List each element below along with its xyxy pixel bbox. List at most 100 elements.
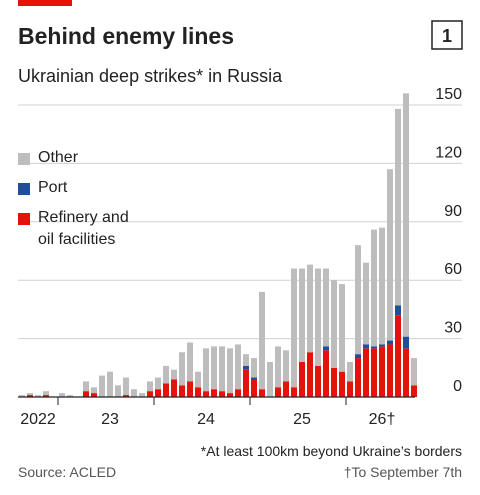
bar-segment: [403, 336, 409, 349]
bar-segment: [363, 262, 369, 345]
legend-label: Other: [38, 149, 79, 166]
bar-segment: [147, 391, 153, 397]
bar-segment: [315, 268, 321, 366]
bar-segment: [187, 381, 193, 397]
bar-segment: [403, 93, 409, 337]
bar-segment: [307, 264, 313, 353]
bar-segment: [43, 395, 49, 397]
bar-segment: [35, 395, 41, 397]
bar-segment: [331, 367, 337, 397]
bar-segment: [115, 385, 121, 397]
bar-segment: [179, 352, 185, 386]
chart-title: Behind enemy lines: [18, 23, 234, 49]
bar-segment: [339, 284, 345, 372]
bar-segment: [179, 385, 185, 397]
bar-segment: [171, 369, 177, 380]
bar-segment: [139, 393, 145, 397]
source: Source: ACLED: [18, 464, 116, 480]
brand-bar: [18, 0, 72, 6]
bar-segment: [243, 365, 249, 370]
legend-item: Refinery and oil facilities: [18, 209, 148, 251]
bar-segment: [411, 385, 417, 397]
bar-segment: [99, 375, 105, 397]
bar-segment: [27, 393, 33, 396]
bar-segment: [259, 389, 265, 397]
bar-segment: [371, 346, 377, 349]
bar-segment: [251, 379, 257, 397]
legend-swatch: [18, 183, 30, 195]
bar-segment: [291, 387, 297, 397]
y-tick-label: 120: [435, 144, 462, 161]
bar-segment: [323, 268, 329, 347]
bar-segment: [387, 344, 393, 397]
y-tick-label: 0: [453, 378, 462, 395]
bar-segment: [347, 361, 353, 382]
bar-segment: [147, 381, 153, 392]
x-tick-label: 23: [101, 411, 119, 428]
bar-segment: [107, 371, 113, 397]
bar-segment: [171, 379, 177, 397]
bar-segment: [211, 346, 217, 390]
bar-segment: [347, 381, 353, 397]
y-tick-label: 90: [444, 203, 462, 220]
bar-segment: [323, 346, 329, 351]
x-tick-label: 26†: [369, 411, 396, 428]
x-tick-label: 24: [197, 411, 215, 428]
bar-segment: [363, 344, 369, 349]
legend-swatch: [18, 153, 30, 165]
bar-segment: [187, 342, 193, 382]
bar-segment: [291, 268, 297, 388]
bar-segment: [67, 395, 73, 397]
bar-segment: [163, 365, 169, 384]
bar-segment: [155, 377, 161, 390]
bar-segment: [91, 393, 97, 397]
bar-segment: [387, 169, 393, 341]
bar-segment: [307, 352, 313, 397]
bar-segment: [131, 389, 137, 397]
bar-segment: [243, 354, 249, 366]
note: †To September 7th: [344, 464, 462, 480]
legend-label: Refinery and oil facilities: [38, 209, 129, 248]
bar-segment: [235, 389, 241, 397]
legend-label: Port: [38, 179, 68, 196]
bar-segment: [123, 377, 129, 396]
legend-item: Port: [18, 179, 148, 199]
bar-segment: [219, 391, 225, 397]
bar-segment: [163, 383, 169, 397]
bar-segment: [339, 371, 345, 397]
footnote: *At least 100km beyond Ukraine’s borders: [201, 443, 462, 459]
chart-subtitle: Ukrainian deep strikes* in Russia: [18, 66, 283, 86]
bar-segment: [363, 348, 369, 397]
bar-segment: [275, 387, 281, 397]
bar-segment: [283, 350, 289, 382]
bar-segment: [371, 229, 377, 347]
bar-segment: [123, 395, 129, 397]
bar-segment: [243, 369, 249, 397]
bar-segment: [219, 346, 225, 392]
bar-segment: [395, 315, 401, 397]
bar-segment: [299, 361, 305, 397]
bar-segment: [395, 108, 401, 306]
bar-segment: [195, 387, 201, 397]
legend-item: Other: [18, 149, 148, 169]
bar-segment: [355, 354, 361, 359]
bar-segment: [203, 391, 209, 397]
bar-segment: [195, 371, 201, 388]
bar-segment: [355, 245, 361, 355]
bar-segment: [155, 389, 161, 397]
x-tick-label: 25: [293, 411, 311, 428]
bar-segment: [251, 358, 257, 378]
bar-segment: [323, 350, 329, 397]
bar-segment: [267, 361, 273, 397]
bar-segment: [299, 268, 305, 362]
bar-segment: [203, 348, 209, 392]
bar-segment: [59, 393, 65, 397]
bar-segment: [27, 395, 33, 397]
bar-segment: [251, 377, 257, 380]
bar-segment: [275, 346, 281, 388]
bar-segment: [411, 358, 417, 386]
legend-swatch: [18, 213, 30, 225]
bar-segment: [19, 395, 25, 397]
